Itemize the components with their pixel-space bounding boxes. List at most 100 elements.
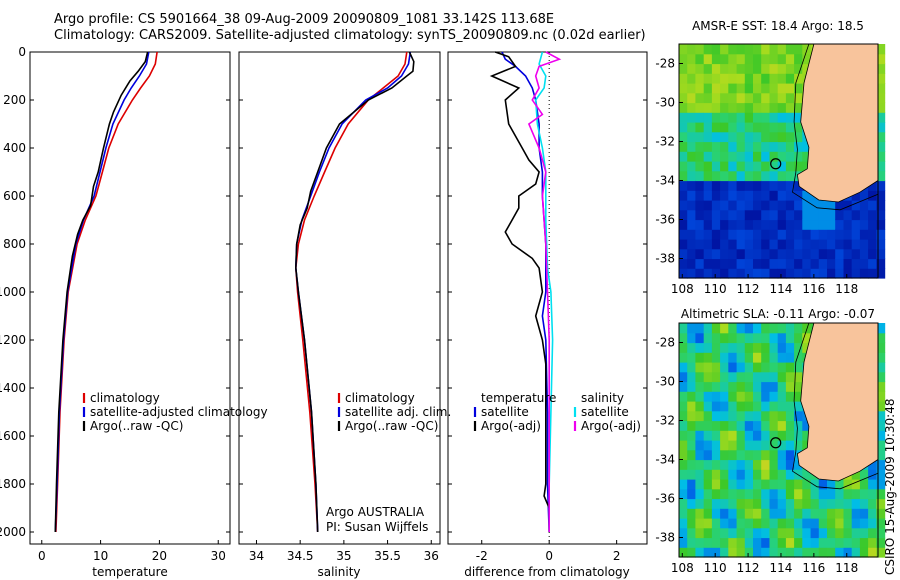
map-cell [761,420,770,431]
map-cell [728,102,738,113]
map-cell [695,200,705,211]
y-tick-label: 400 [3,141,26,155]
map-cell [695,342,705,353]
map-cell [794,209,803,221]
map-cell [736,362,746,373]
map-cell [720,537,729,548]
map-cell [720,73,729,84]
map-cell [794,459,803,470]
map-cell [761,342,770,353]
map-cell [744,469,754,480]
difference-legend: temperature salinity satellite Argo(-adj… [481,391,641,433]
salinity-panel-frame [238,51,441,545]
map-cell [835,268,844,279]
map-cell [711,161,721,172]
map-cell [868,258,877,269]
map-cell [728,527,738,539]
map-cell [736,469,746,480]
map-cell [876,200,886,211]
map-cell [753,518,762,529]
x-tick-label: 116 [802,282,825,296]
map-cell [769,371,779,383]
map-cell [777,190,787,201]
map-cell [744,488,754,500]
map-cell [777,469,787,480]
map-cell [753,430,762,441]
map-cell [687,73,696,84]
map-cell [753,342,762,353]
map-cell [711,73,721,84]
map-cell [744,170,754,182]
map-cell [720,488,729,500]
y-tick-label: -30 [655,96,675,110]
map-cell [753,141,762,152]
map-cell [695,83,705,94]
map-cell [695,53,705,65]
difference-xlabel: difference from climatology [464,565,630,579]
map-cell [794,229,803,240]
map-cell [777,248,787,260]
map-cell [728,92,738,104]
map-cell [687,53,696,65]
map-cell [728,141,738,152]
map-cell [695,151,705,162]
map-cell [736,151,746,162]
map-cell [679,73,688,84]
map-cell [827,488,836,500]
map-cell [851,537,861,548]
map-cell [785,449,795,461]
map-cell [720,268,729,279]
map-cell [868,488,877,500]
map-cell [679,508,688,519]
map-cell [785,258,795,269]
map-cell [761,170,770,182]
map-cell [679,410,688,422]
map-cell [736,459,746,470]
map-cell [761,53,770,65]
map-cell [736,352,746,363]
legend-item-climatology: climatology [90,391,160,405]
map-cell [794,410,803,422]
map-cell [769,449,779,461]
map-cell [711,508,721,519]
map-cell [720,508,729,519]
map-cell [761,268,770,279]
map-cell [703,410,713,422]
map-cell [736,190,746,201]
map-cell [711,547,721,558]
map-cell [736,518,746,529]
map-cell [835,527,844,539]
map-cell [777,102,787,113]
map-cell [703,53,713,65]
map-cell [843,248,853,260]
map-cell [703,200,713,211]
map-cell [761,161,770,172]
map-cell [785,420,795,431]
map-cell [785,170,795,182]
map-cell [851,239,861,250]
map-cell [843,239,853,250]
map-cell [851,190,861,201]
map-cell [761,381,770,392]
map-cell [810,268,820,279]
map-cell [728,479,738,490]
map-cell [785,268,795,279]
map-cell [810,229,820,240]
map-cell [761,63,770,74]
x-tick-label: 114 [770,561,793,575]
map-cell [728,362,738,373]
map-cell [720,161,729,172]
map-cell [876,161,886,172]
map-cell [794,112,803,123]
map-cell [769,229,779,240]
map-cell [728,469,738,480]
map-cell [711,170,721,182]
salinity-panel: 34 34.5 35 35.5 36 [239,51,440,563]
map-cell [761,527,770,539]
map-cell [687,141,696,152]
series-line-satellite-adjusted-climatology [54,51,150,533]
map-cell [744,391,754,402]
map-cell [695,219,705,230]
map-cell [785,430,795,441]
map-cell [753,371,762,383]
